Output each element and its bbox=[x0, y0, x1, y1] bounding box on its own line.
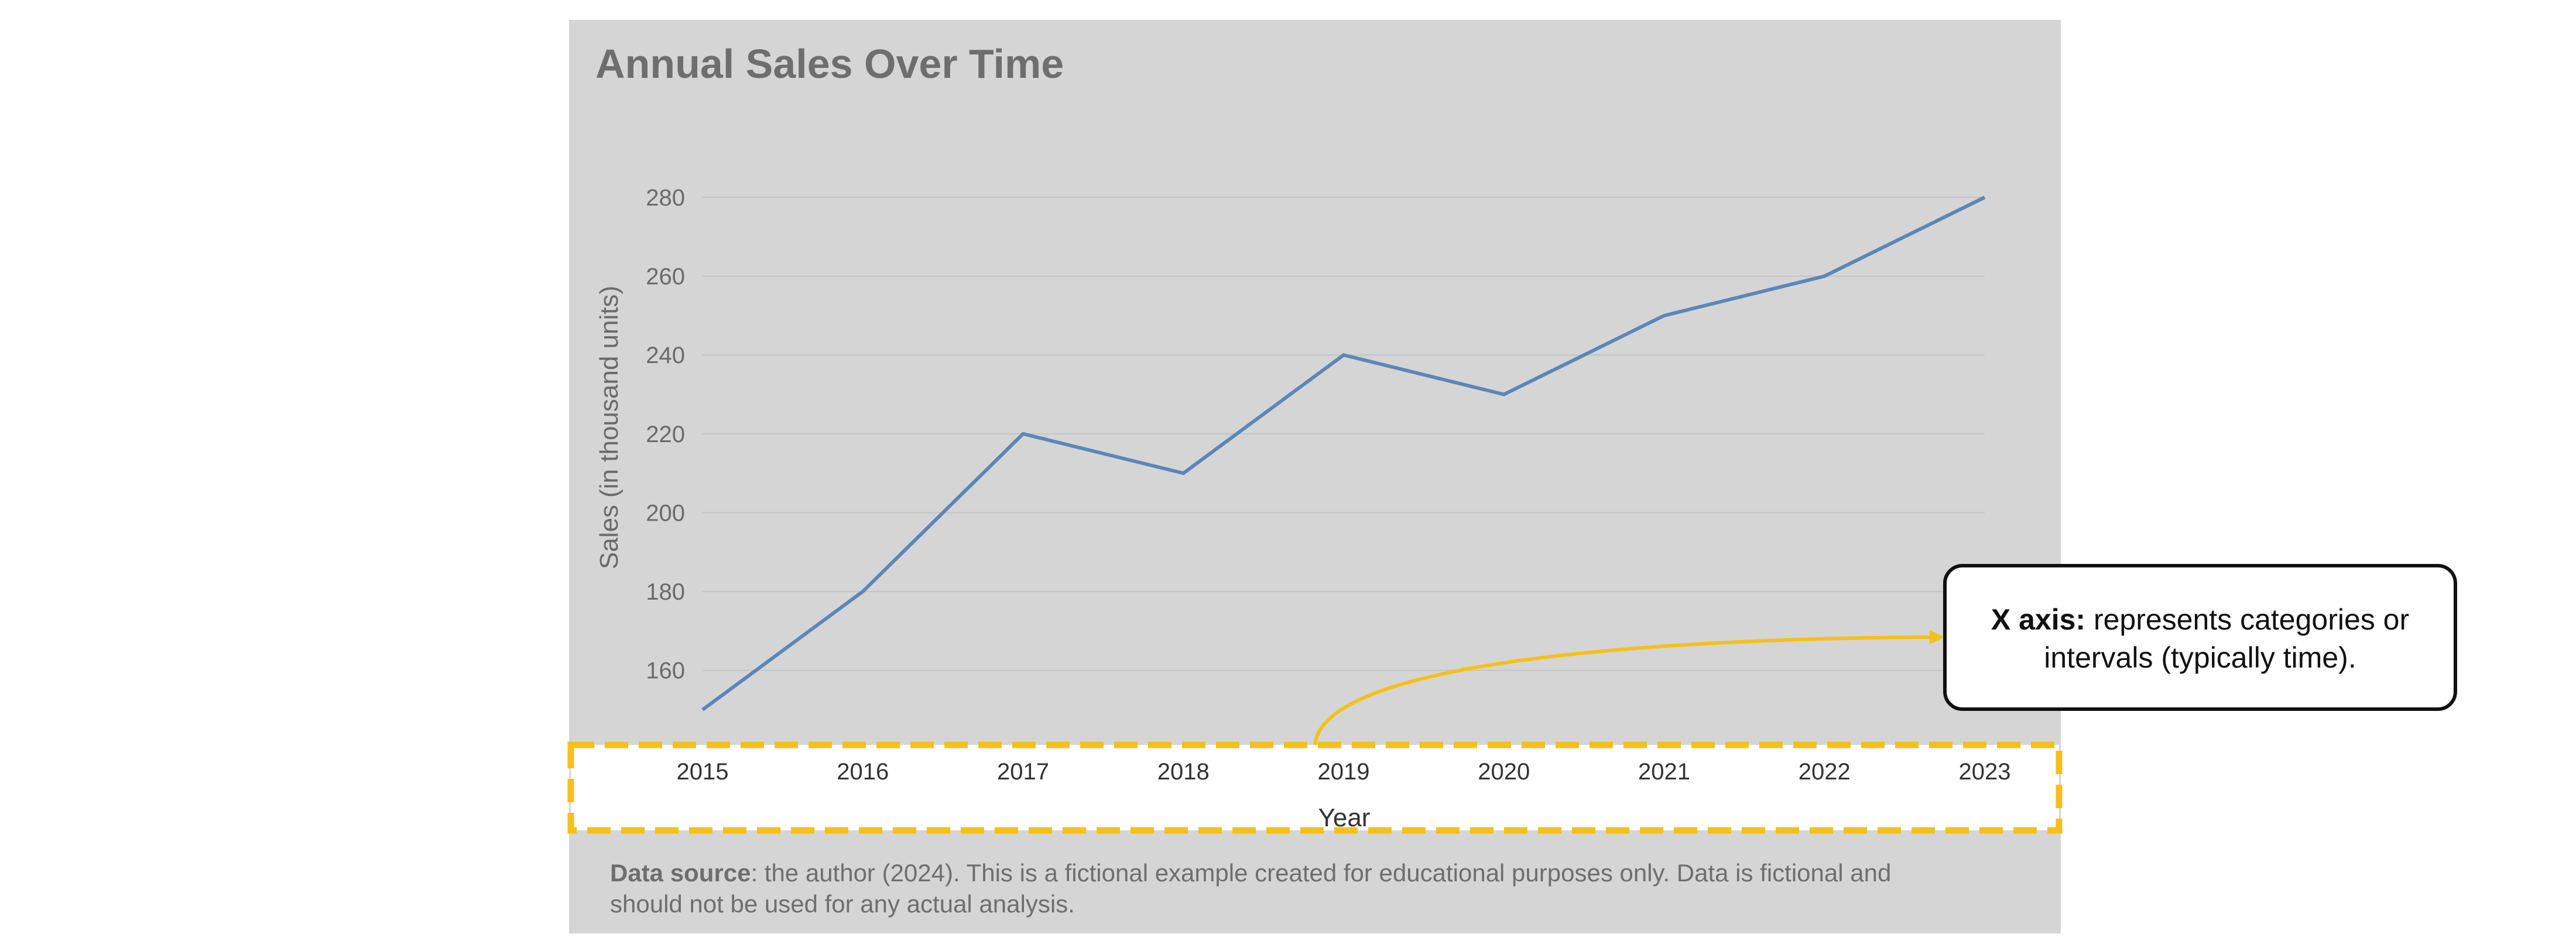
x-tick-label: 2022 bbox=[1799, 759, 1851, 785]
x-tick-label: 2016 bbox=[837, 759, 889, 785]
y-tick-label: 280 bbox=[646, 185, 685, 211]
callout-arrow bbox=[1313, 635, 1933, 745]
data-source-label: Data source bbox=[610, 859, 751, 887]
y-axis-label: Sales (in thousand units) bbox=[595, 286, 624, 569]
x-tick-label: 2018 bbox=[1157, 759, 1210, 785]
y-tick-label: 240 bbox=[646, 343, 685, 368]
y-tick-label: 180 bbox=[646, 579, 685, 605]
callout-label: X axis: bbox=[1991, 603, 2085, 636]
data-source-line-1: Data source: the author (2024). This is … bbox=[610, 859, 1891, 887]
callout-text: represents categories or bbox=[2085, 603, 2409, 636]
x-tick-label: 2021 bbox=[1638, 759, 1690, 785]
x-tick-label: 2015 bbox=[677, 759, 729, 785]
x-axis-label: Year bbox=[1318, 803, 1371, 832]
data-source-line-2: should not be used for any actual analys… bbox=[610, 890, 1075, 918]
y-tick-labels: 160 180 200 220 240 260 280 bbox=[646, 185, 685, 684]
x-tick-label: 2020 bbox=[1478, 759, 1530, 785]
callout-arrowhead bbox=[1930, 630, 1945, 644]
x-tick-label: 2023 bbox=[1959, 759, 2011, 785]
series-line-layer bbox=[701, 196, 1986, 711]
y-tick-label: 260 bbox=[646, 264, 685, 290]
x-tick-label: 2017 bbox=[997, 759, 1049, 785]
series-line bbox=[701, 196, 1986, 711]
callout-box bbox=[1943, 564, 2457, 711]
gridlines bbox=[703, 197, 1985, 671]
chart-title: Annual Sales Over Time bbox=[595, 41, 1064, 87]
data-source-text: : the author (2024). This is a fictional… bbox=[751, 859, 1891, 887]
callout-text-line-2: intervals (typically time). bbox=[2044, 641, 2356, 674]
y-tick-label: 220 bbox=[646, 422, 685, 447]
y-tick-label: 160 bbox=[646, 658, 685, 684]
x-tick-labels: 2015 2016 2017 2018 2019 2020 2021 2022 2023 bbox=[677, 759, 2011, 785]
x-tick-label: 2019 bbox=[1318, 759, 1370, 785]
y-tick-label: 200 bbox=[646, 500, 685, 526]
x-axis-highlight-box bbox=[567, 741, 2063, 834]
callout-text-line-1: X axis: represents categories or bbox=[1991, 603, 2409, 636]
